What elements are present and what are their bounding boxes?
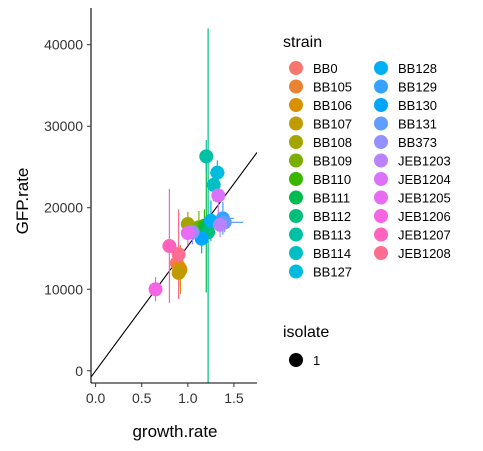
legend: strain isolate 1 BB0 BB105 BB106 BB107 BB108… xyxy=(283,34,451,368)
legend-key-bb131 xyxy=(374,116,388,131)
legend-key-bb129 xyxy=(374,79,388,94)
y-axis-label: GFP.rate xyxy=(13,168,32,235)
legend-key-bb108 xyxy=(289,135,303,149)
legend-label-jeb1208: JEB1208 xyxy=(398,246,451,261)
point-bb113 xyxy=(199,149,214,164)
x-tick-label: 0.0 xyxy=(86,390,106,406)
legend-key-jeb1205 xyxy=(374,190,388,205)
legend-label-jeb1207: JEB1207 xyxy=(398,228,451,243)
legend-key-bb127 xyxy=(289,264,303,279)
legend-label-bb128: BB128 xyxy=(398,61,437,76)
y-tick-label: 30000 xyxy=(44,118,83,134)
point-jeb1207 xyxy=(162,239,177,254)
legend-key-bb128 xyxy=(374,61,388,75)
y-tick-label: 10000 xyxy=(44,281,83,297)
legend-label-bb106: BB106 xyxy=(313,98,352,113)
x-axis-label: growth.rate xyxy=(132,422,217,441)
legend-key-bb112 xyxy=(289,209,303,223)
legend-label-bb131: BB131 xyxy=(398,117,437,132)
legend-key-jeb1203 xyxy=(374,153,388,168)
point-bb127 xyxy=(210,165,225,180)
legend-label-jeb1206: JEB1206 xyxy=(398,209,451,224)
legend-isolate-label: 1 xyxy=(313,353,320,368)
legend-label-bb105: BB105 xyxy=(313,80,352,95)
legend-label-bb0: BB0 xyxy=(313,61,338,76)
legend-key-jeb1207 xyxy=(374,227,388,242)
legend-label-bb114: BB114 xyxy=(313,246,351,261)
legend-key-bb105 xyxy=(289,79,303,94)
point-jeb1208 xyxy=(171,247,186,262)
legend-label-bb127: BB127 xyxy=(313,265,352,280)
legend-isolate-title: isolate xyxy=(283,324,329,341)
legend-key-bb111 xyxy=(289,190,303,205)
plot-area xyxy=(91,28,257,383)
legend-label-bb109: BB109 xyxy=(313,154,352,169)
legend-label-bb112: BB112 xyxy=(313,209,351,224)
legend-label-bb130: BB130 xyxy=(398,98,437,113)
legend-key-bb114 xyxy=(289,246,303,260)
legend-isolate-key xyxy=(289,353,303,367)
legend-key-bb106 xyxy=(289,98,303,112)
x-tick-label: 0.5 xyxy=(132,390,152,406)
legend-strain-title: strain xyxy=(283,34,322,51)
y-tick-label: 20000 xyxy=(44,200,83,216)
legend-key-jeb1204 xyxy=(374,172,388,186)
legend-label-bb110: BB110 xyxy=(313,172,351,187)
y-tick-label: 40000 xyxy=(44,37,83,53)
legend-key-jeb1208 xyxy=(374,246,388,260)
point-jeb1206 xyxy=(148,282,163,297)
legend-label-jeb1204: JEB1204 xyxy=(398,172,451,187)
legend-key-bb113 xyxy=(289,227,303,242)
legend-label-bb129: BB129 xyxy=(398,80,437,95)
legend-label-bb111: BB111 xyxy=(313,191,350,206)
x-tick-label: 1.0 xyxy=(178,390,198,406)
point-jeb1203 xyxy=(213,217,228,232)
legend-key-bb0 xyxy=(289,61,303,75)
legend-key-bb110 xyxy=(289,172,303,186)
legend-label-bb107: BB107 xyxy=(313,117,352,132)
y-tick-label: 0 xyxy=(75,363,83,379)
legend-label-bb373: BB373 xyxy=(398,135,437,150)
point-jeb1205 xyxy=(180,226,195,240)
legend-label-bb113: BB113 xyxy=(313,228,351,243)
legend-label-jeb1203: JEB1203 xyxy=(398,154,451,169)
point-jeb1204 xyxy=(211,188,226,203)
legend-key-bb109 xyxy=(289,153,303,168)
x-tick-label: 1.5 xyxy=(224,390,244,406)
legend-strain-entries: BB0 BB105 BB106 BB107 BB108 BB109 BB110 BB111 BB… xyxy=(289,61,451,280)
legend-key-jeb1206 xyxy=(374,209,388,223)
axes: 0.0 0.5 1.0 1.5 0 10000 20000 30000 40000 xyxy=(44,8,257,406)
legend-label-jeb1205: JEB1205 xyxy=(398,191,451,206)
legend-key-bb130 xyxy=(374,98,388,112)
legend-label-bb108: BB108 xyxy=(313,135,352,150)
point-bb114 xyxy=(206,177,221,192)
legend-key-bb107 xyxy=(289,116,303,131)
legend-key-bb373 xyxy=(374,135,388,149)
point-bb107 xyxy=(171,265,186,280)
